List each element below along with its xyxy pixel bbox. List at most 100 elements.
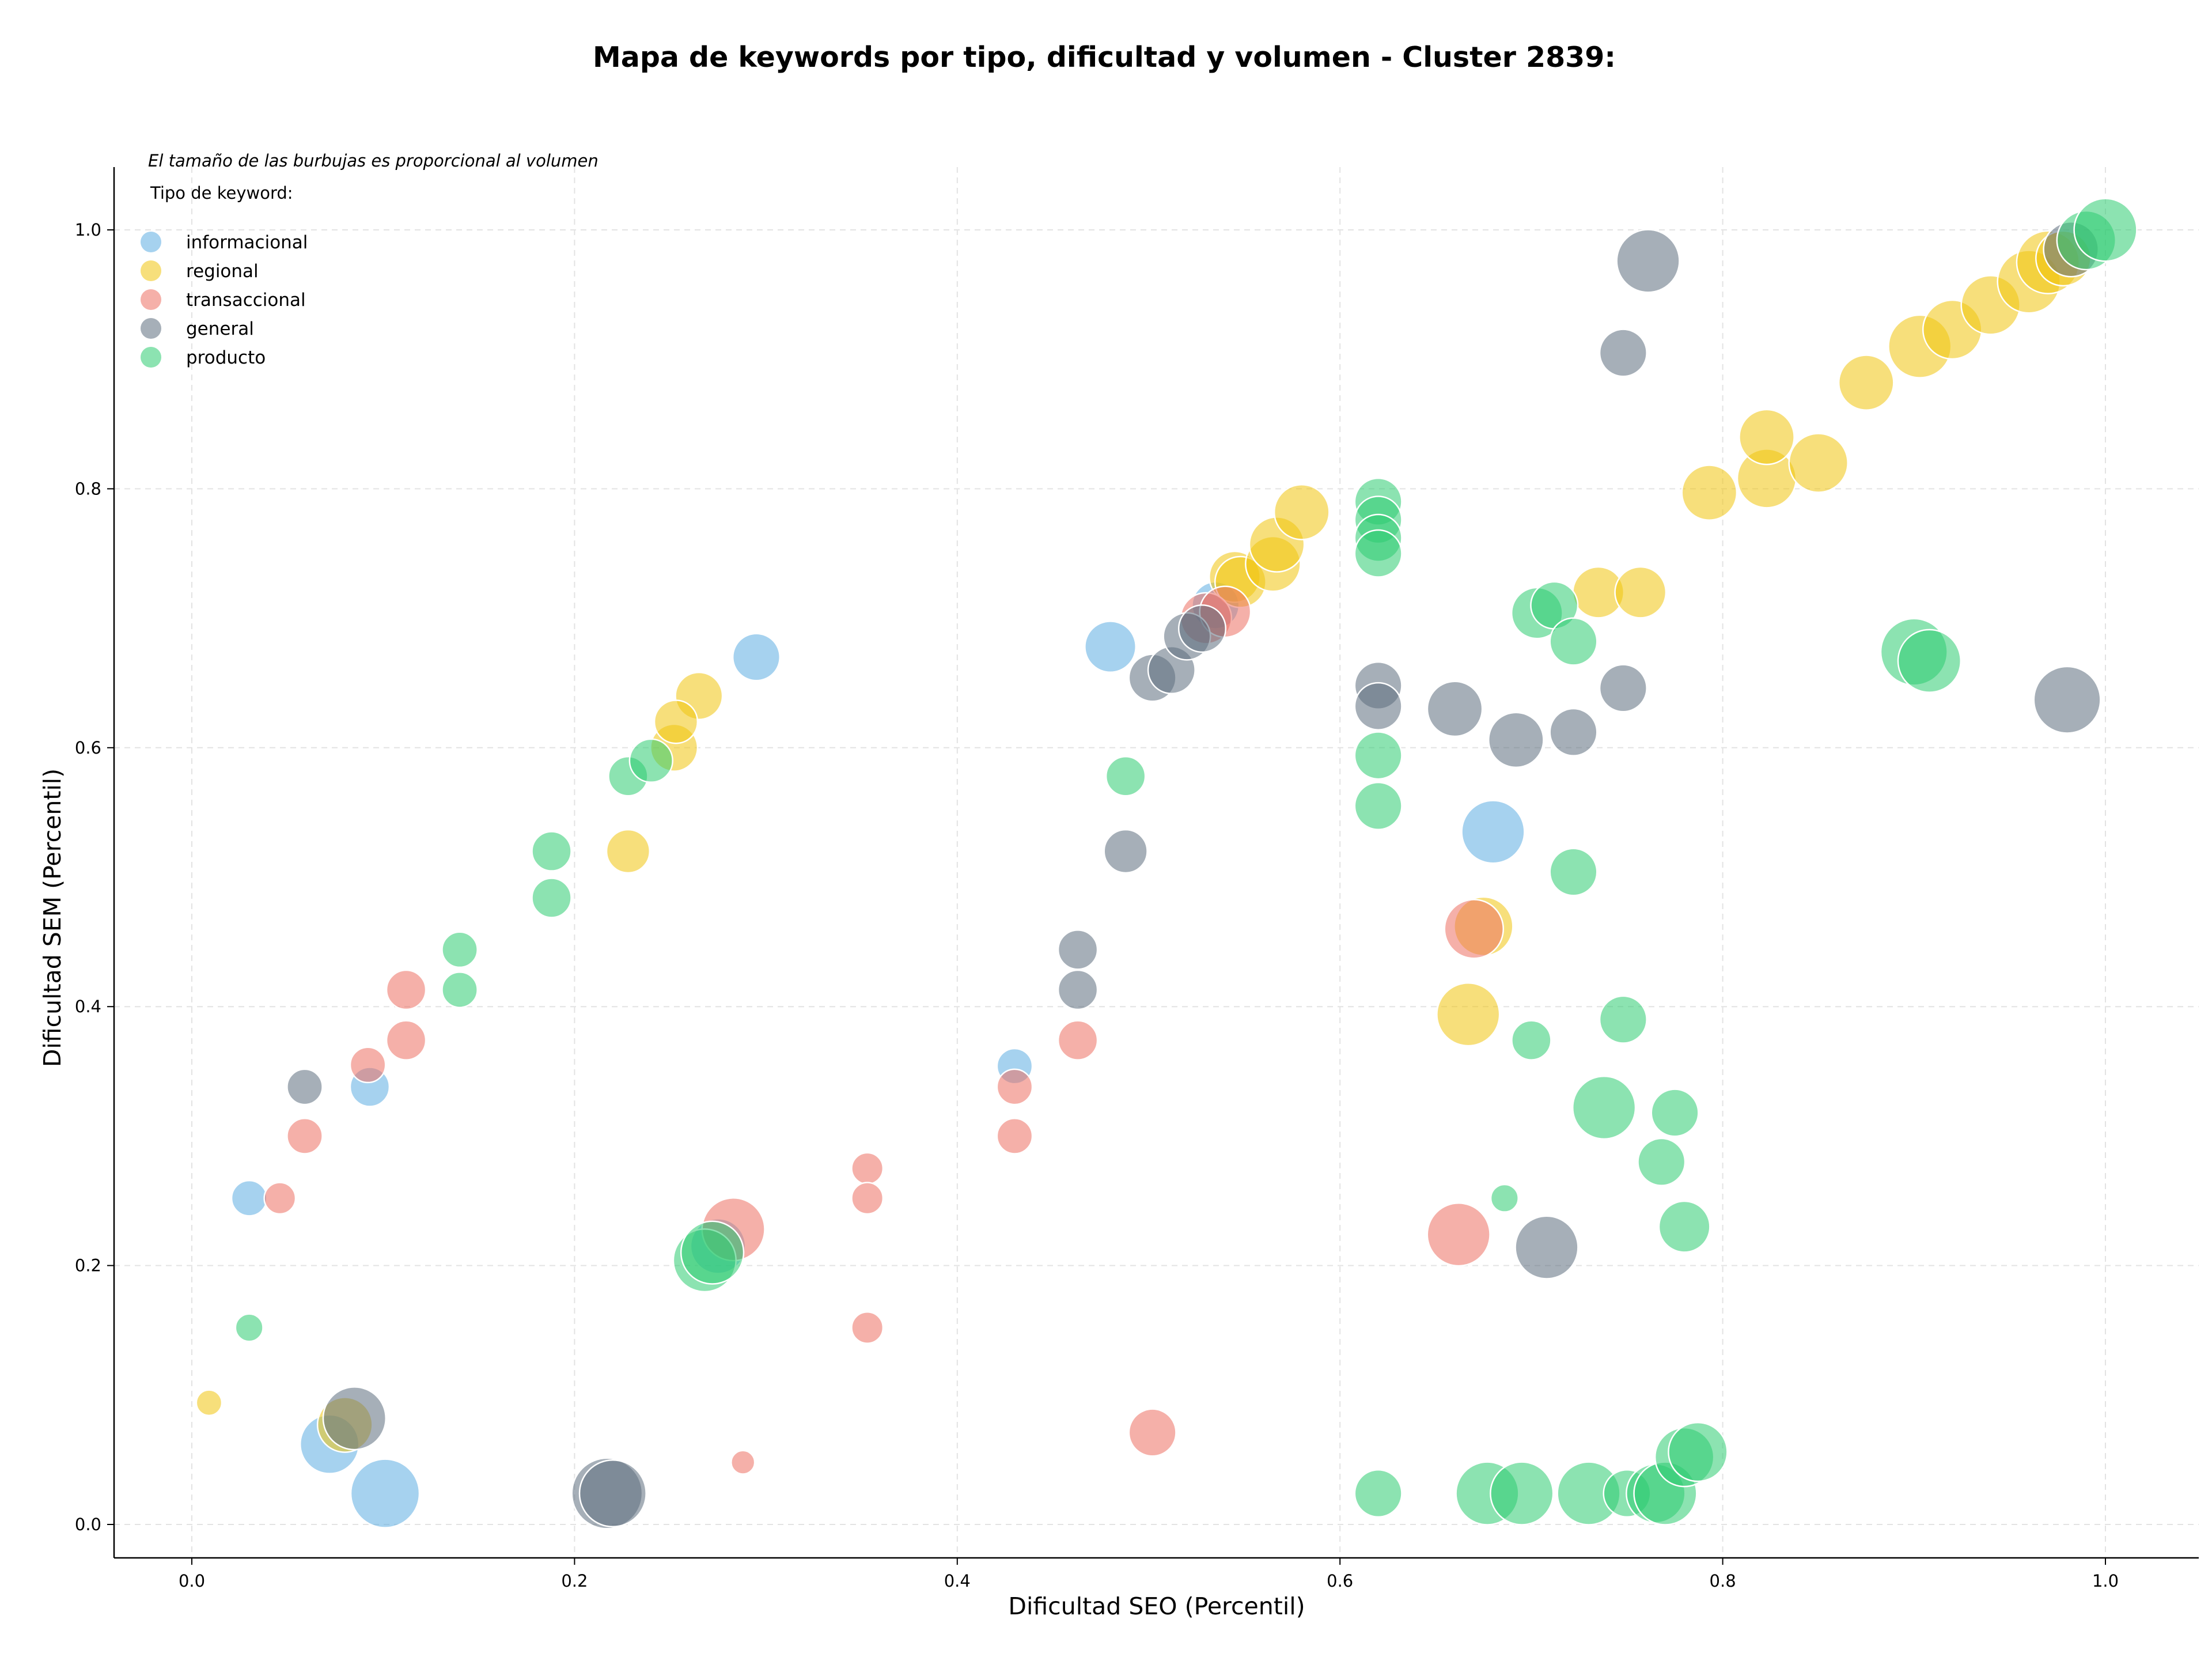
bubble-transaccional-8 xyxy=(851,1311,884,1344)
y-tick-label-3: 0.6 xyxy=(75,738,101,758)
chart-title: Mapa de keywords por tipo, dificultad y … xyxy=(593,41,1616,74)
bubble-general-4 xyxy=(1057,929,1099,970)
volume-note: El tamaño de las burbujas es proporciona… xyxy=(148,151,599,171)
bubble-producto-27 xyxy=(1599,995,1647,1044)
bubble-layer xyxy=(195,198,2138,1530)
y-tick-label-5: 1.0 xyxy=(75,220,101,240)
bubble-regional-17 xyxy=(1738,408,1795,466)
x-axis-label: Dificultad SEO (Percentil) xyxy=(1008,1592,1305,1620)
bubble-transaccional-16 xyxy=(1444,899,1504,959)
bubble-general-12 xyxy=(1354,682,1403,731)
bubble-producto-16 xyxy=(1354,1469,1403,1518)
bubble-regional-5 xyxy=(653,699,699,744)
legend-label-transaccional: transaccional xyxy=(186,290,306,311)
bubble-transaccional-6 xyxy=(730,1450,756,1475)
bubble-general-14 xyxy=(1487,712,1544,769)
bubble-general-6 xyxy=(1103,828,1148,874)
x-tick-label-0: 0.0 xyxy=(179,1571,205,1591)
bubble-transaccional-3 xyxy=(385,969,427,1011)
y-tick-label-4: 0.8 xyxy=(75,479,101,498)
bubble-informacional-4 xyxy=(732,633,781,682)
legend-label-general: general xyxy=(186,319,254,339)
legend-marker-informacional xyxy=(141,232,161,252)
legend-marker-regional xyxy=(141,260,161,281)
bubble-producto-13 xyxy=(1354,529,1403,578)
bubble-transaccional-4 xyxy=(385,1020,427,1061)
bubble-producto-2 xyxy=(441,971,478,1008)
bubble-producto-37 xyxy=(1897,629,1962,693)
bubble-producto-0 xyxy=(234,1313,264,1342)
bubble-transaccional-9 xyxy=(996,1118,1033,1155)
x-tick-label-2: 0.4 xyxy=(944,1571,971,1591)
bubble-producto-8 xyxy=(680,1220,745,1285)
bubble-producto-14 xyxy=(1354,731,1403,780)
bubble-regional-15 xyxy=(1681,464,1738,521)
bubble-producto-39 xyxy=(2073,198,2138,262)
legend-label-regional: regional xyxy=(186,261,259,282)
bubble-informacional-7 xyxy=(1461,800,1525,864)
bubble-regional-18 xyxy=(1788,433,1849,493)
legend-label-producto: producto xyxy=(186,347,266,368)
bubble-transaccional-1 xyxy=(286,1118,323,1155)
x-tick-label-1: 0.2 xyxy=(561,1571,588,1591)
x-tick-label-4: 0.8 xyxy=(1710,1571,1736,1591)
legend-marker-transaccional xyxy=(141,289,161,310)
bubble-transaccional-17 xyxy=(851,1182,884,1215)
bubble-general-15 xyxy=(1514,1215,1579,1280)
x-tick-label-5: 1.0 xyxy=(2092,1571,2119,1591)
bubble-transaccional-7 xyxy=(851,1152,884,1185)
bubble-general-18 xyxy=(1616,229,1680,293)
y-tick-label-2: 0.4 xyxy=(75,997,101,1016)
bubble-producto-9 xyxy=(1105,755,1146,797)
bubble-general-3 xyxy=(578,1459,647,1528)
bubble-general-19 xyxy=(2033,665,2101,734)
bubble-regional-19 xyxy=(1838,354,1895,411)
bubble-general-10 xyxy=(1177,604,1227,653)
bubble-producto-35 xyxy=(1668,1421,1728,1482)
legend-marker-producto xyxy=(141,347,161,368)
bubble-regional-10 xyxy=(1273,483,1330,540)
bubble-informacional-0 xyxy=(230,1179,268,1217)
bubble-informacional-5 xyxy=(1084,620,1137,673)
bubble-transaccional-0 xyxy=(263,1182,297,1215)
bubble-general-21 xyxy=(1549,707,1598,756)
bubble-producto-3 xyxy=(531,831,572,872)
bubble-transaccional-10 xyxy=(996,1068,1033,1106)
bubble-producto-4 xyxy=(531,877,572,918)
y-axis-label: Dificultad SEM (Percentil) xyxy=(39,769,66,1067)
bubble-producto-18 xyxy=(1490,1461,1554,1526)
legend-label-informacional: informacional xyxy=(186,232,308,253)
bubble-producto-30 xyxy=(1637,1137,1686,1186)
bubble-general-17 xyxy=(1599,664,1647,713)
bubble-transaccional-2 xyxy=(349,1046,387,1084)
axes-layer: 0.0 0.2 0.4 0.6 0.8 1.0 0.0 0.2 0.4 0.6 0.8 1.0 xyxy=(75,167,2199,1591)
bubble-transaccional-15 xyxy=(1426,1202,1491,1267)
bubble-producto-33 xyxy=(1658,1200,1711,1253)
bubble-producto-26 xyxy=(1571,1075,1637,1140)
bubble-regional-11 xyxy=(1436,982,1501,1047)
bubble-general-5 xyxy=(1057,969,1099,1011)
y-tick-label-0: 0.0 xyxy=(75,1515,101,1534)
legend-title: Tipo de keyword: xyxy=(150,183,293,203)
legend: Tipo de keyword: informacional regional tr… xyxy=(141,183,308,368)
bubble-producto-19 xyxy=(1490,1183,1519,1213)
bubble-general-1 xyxy=(322,1386,387,1451)
y-tick-label-1: 0.2 xyxy=(75,1256,101,1276)
bubble-producto-1 xyxy=(441,931,478,968)
bubble-producto-23 xyxy=(1549,617,1598,666)
bubble-general-13 xyxy=(1426,680,1483,737)
bubble-regional-2 xyxy=(605,828,651,874)
bubble-regional-0 xyxy=(195,1389,223,1417)
bubble-producto-20 xyxy=(1511,1020,1552,1061)
bubble-transaccional-12 xyxy=(1128,1408,1177,1457)
bubble-producto-24 xyxy=(1549,847,1598,896)
bubble-producto-6 xyxy=(628,738,673,783)
bubble-general-16 xyxy=(1599,328,1647,377)
legend-marker-general xyxy=(141,318,161,339)
bubble-informacional-3 xyxy=(350,1458,421,1528)
bubble-regional-14 xyxy=(1614,566,1667,619)
bubble-general-0 xyxy=(286,1068,323,1106)
x-tick-label-3: 0.6 xyxy=(1327,1571,1353,1591)
bubble-producto-15 xyxy=(1354,781,1403,830)
